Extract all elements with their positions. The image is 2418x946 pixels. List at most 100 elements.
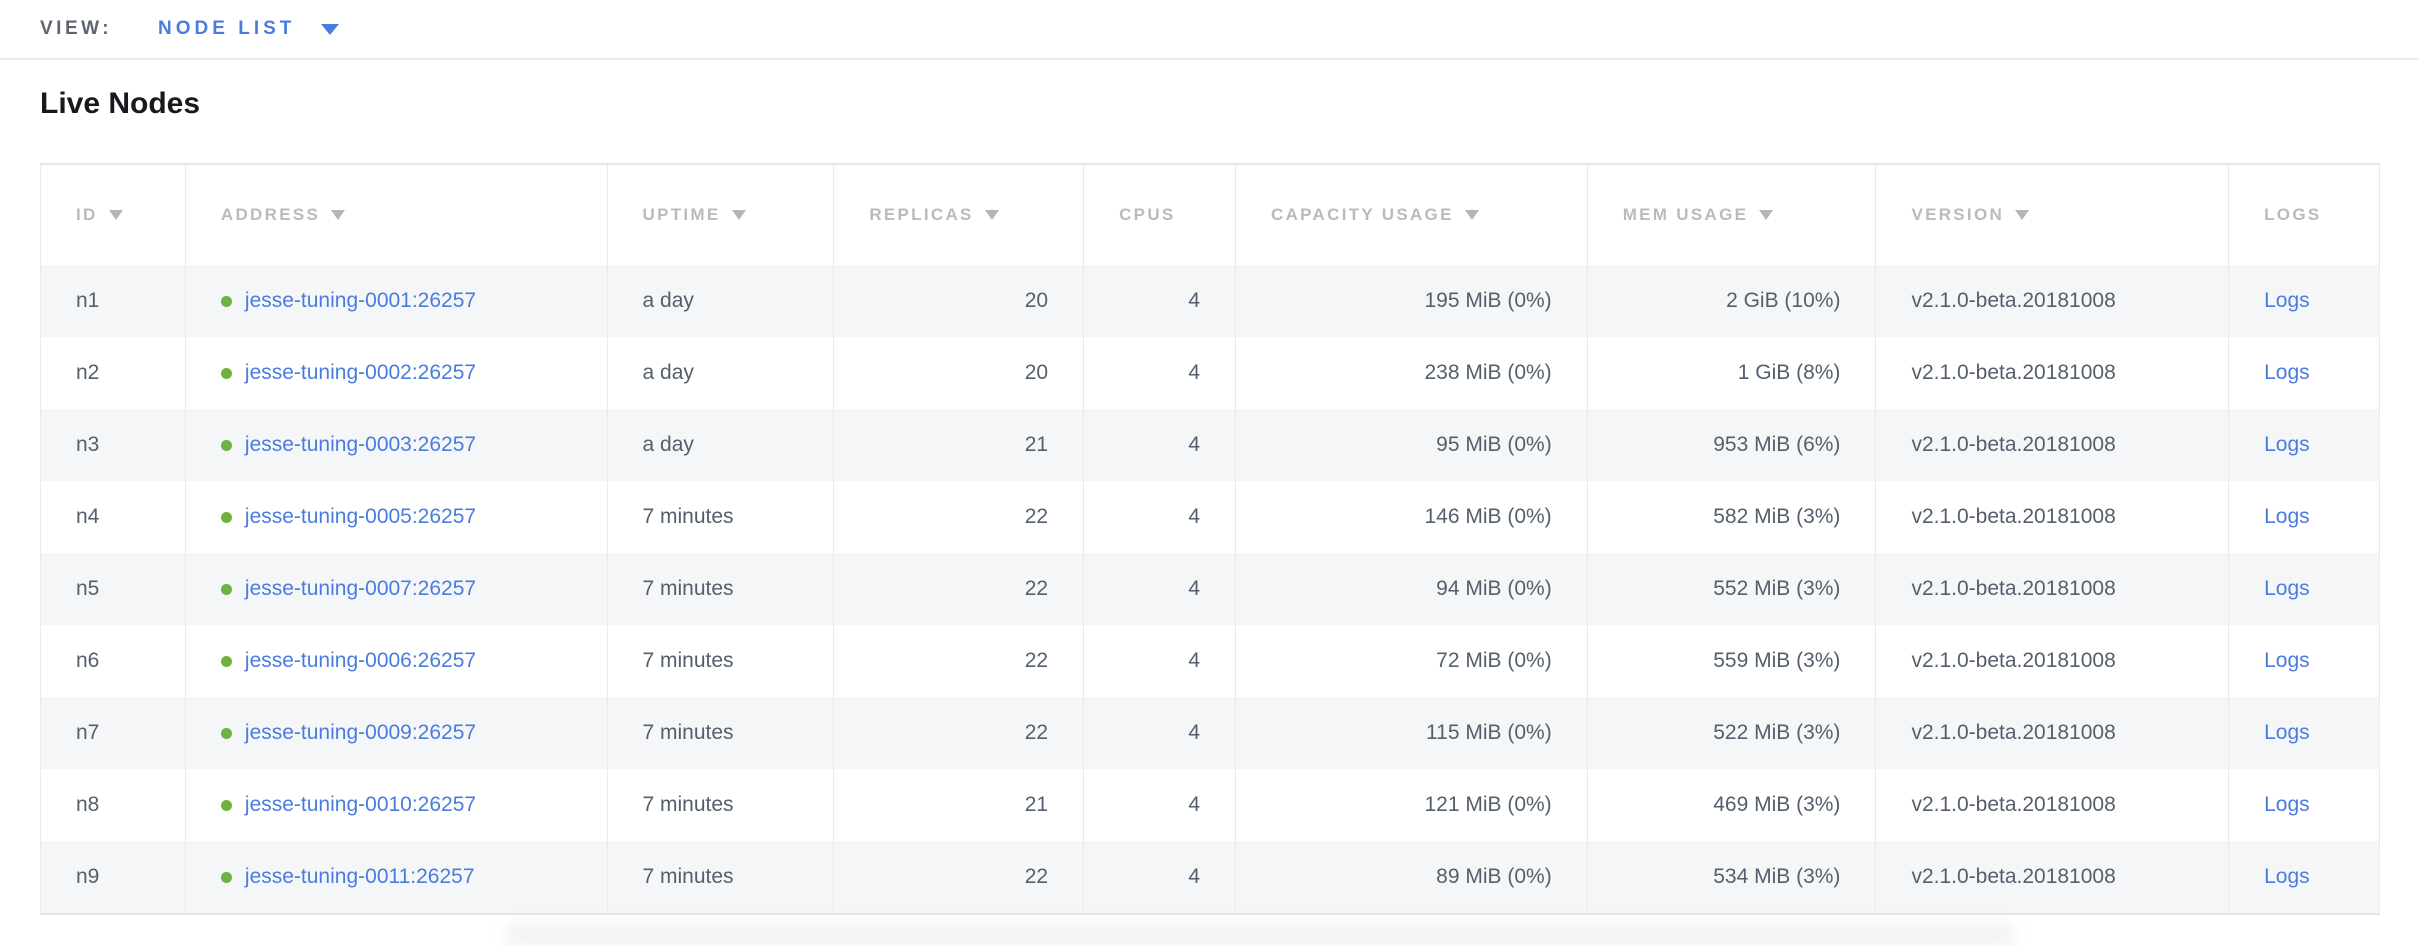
node-address-link[interactable]: jesse-tuning-0011:26257 xyxy=(244,865,475,888)
cell-uptime: 7 minutes xyxy=(608,841,835,913)
cell-id: n1 xyxy=(41,265,186,337)
cell-uptime: 7 minutes xyxy=(608,697,835,769)
node-address-link[interactable]: jesse-tuning-0002:26257 xyxy=(244,361,477,384)
table-row: n2 jesse-tuning-0002:26257 a day 20 4 238 MiB… xyxy=(41,337,2379,409)
column-header-version[interactable]: VERSION xyxy=(1876,165,2230,265)
cell-value-id: n9 xyxy=(76,865,100,888)
cell-value-cpus: 4 xyxy=(1188,649,1201,672)
cell-version: v2.1.0-beta.20181008 xyxy=(1876,265,2230,337)
cell-uptime: a day xyxy=(608,409,835,481)
cell-address: jesse-tuning-0001:26257 xyxy=(186,265,608,337)
column-header-label: ID xyxy=(76,205,98,224)
node-live-status-icon xyxy=(220,871,232,883)
cell-id: n2 xyxy=(41,337,186,409)
cell-mem_usage: 582 MiB (3%) xyxy=(1588,481,1877,553)
column-header-capacity_usage[interactable]: CAPACITY USAGE xyxy=(1236,165,1588,265)
cell-value-version: v2.1.0-beta.20181008 xyxy=(1911,289,2116,312)
node-live-status-icon xyxy=(220,655,232,667)
logs-link[interactable]: Logs xyxy=(2264,865,2310,888)
logs-link[interactable]: Logs xyxy=(2264,721,2310,744)
column-header-label: CPUS xyxy=(1119,205,1176,224)
cell-value-cpus: 4 xyxy=(1188,505,1201,528)
node-address-link[interactable]: jesse-tuning-0003:26257 xyxy=(244,433,477,456)
cell-value-cpus: 4 xyxy=(1188,721,1201,744)
cell-value-uptime: 7 minutes xyxy=(642,577,734,600)
cell-uptime: a day xyxy=(608,265,835,337)
cell-address: jesse-tuning-0007:26257 xyxy=(186,553,608,625)
cell-version: v2.1.0-beta.20181008 xyxy=(1876,409,2230,481)
cell-uptime: a day xyxy=(608,337,835,409)
cell-replicas: 22 xyxy=(834,625,1085,697)
cell-capacity_usage: 94 MiB (0%) xyxy=(1236,553,1588,625)
cell-value-capacity_usage: 95 MiB (0%) xyxy=(1436,433,1552,456)
column-header-label: REPLICAS xyxy=(869,205,974,224)
logs-link[interactable]: Logs xyxy=(2264,289,2310,312)
cell-value-mem_usage: 559 MiB (3%) xyxy=(1713,649,1841,672)
column-header-logs: LOGS xyxy=(2229,165,2379,265)
cell-value-version: v2.1.0-beta.20181008 xyxy=(1911,577,2116,600)
sort-desc-icon xyxy=(108,210,123,220)
view-selector-dropdown[interactable]: NODE LIST xyxy=(158,18,340,40)
column-header-uptime[interactable]: UPTIME xyxy=(608,165,835,265)
cell-value-mem_usage: 469 MiB (3%) xyxy=(1713,793,1841,816)
cell-address: jesse-tuning-0002:26257 xyxy=(186,337,608,409)
cell-version: v2.1.0-beta.20181008 xyxy=(1876,553,2230,625)
node-address-link[interactable]: jesse-tuning-0009:26257 xyxy=(244,721,477,744)
node-live-status-icon xyxy=(220,799,232,811)
cell-id: n3 xyxy=(41,409,186,481)
node-live-status-icon xyxy=(220,295,232,307)
column-header-mem_usage[interactable]: MEM USAGE xyxy=(1588,165,1877,265)
node-address-link[interactable]: jesse-tuning-0010:26257 xyxy=(244,793,477,816)
node-address-link[interactable]: jesse-tuning-0001:26257 xyxy=(244,289,477,312)
table-row: n5 jesse-tuning-0007:26257 7 minutes 22 4 94 … xyxy=(41,553,2379,625)
cell-value-replicas: 22 xyxy=(1024,649,1049,672)
sort-desc-icon xyxy=(731,210,746,220)
table-header-row: ID ADDRESS UPTIME REPLICAS CPUS CAPACITY USAG… xyxy=(41,165,2379,265)
cell-id: n8 xyxy=(41,769,186,841)
cell-cpus: 4 xyxy=(1084,841,1237,913)
table-row: n7 jesse-tuning-0009:26257 7 minutes 22 4 115… xyxy=(41,697,2379,769)
cell-uptime: 7 minutes xyxy=(608,625,835,697)
cell-value-capacity_usage: 115 MiB (0%) xyxy=(1426,721,1552,744)
table-row: n9 jesse-tuning-0011:26257 7 minutes 22 4 89 … xyxy=(41,841,2379,913)
cell-value-version: v2.1.0-beta.20181008 xyxy=(1911,361,2116,384)
chevron-down-icon xyxy=(321,23,340,35)
column-header-id[interactable]: ID xyxy=(41,165,186,265)
cell-replicas: 22 xyxy=(834,841,1085,913)
cell-value-mem_usage: 534 MiB (3%) xyxy=(1713,865,1841,888)
cell-logs: Logs xyxy=(2229,481,2379,553)
sort-desc-icon xyxy=(331,210,346,220)
cell-capacity_usage: 146 MiB (0%) xyxy=(1236,481,1588,553)
logs-link[interactable]: Logs xyxy=(2264,649,2310,672)
node-address-link[interactable]: jesse-tuning-0006:26257 xyxy=(244,649,477,672)
logs-link[interactable]: Logs xyxy=(2264,793,2310,816)
cell-cpus: 4 xyxy=(1084,481,1237,553)
cell-value-id: n5 xyxy=(76,577,100,600)
cell-value-mem_usage: 953 MiB (6%) xyxy=(1713,433,1841,456)
cell-id: n7 xyxy=(41,697,186,769)
cell-version: v2.1.0-beta.20181008 xyxy=(1876,841,2230,913)
cell-logs: Logs xyxy=(2229,697,2379,769)
logs-link[interactable]: Logs xyxy=(2264,433,2310,456)
cell-value-capacity_usage: 121 MiB (0%) xyxy=(1424,793,1552,816)
column-header-cpus: CPUS xyxy=(1084,165,1237,265)
cell-uptime: 7 minutes xyxy=(608,481,835,553)
cell-value-replicas: 21 xyxy=(1024,433,1049,456)
cell-value-uptime: 7 minutes xyxy=(642,721,734,744)
cell-value-mem_usage: 1 GiB (8%) xyxy=(1737,361,1841,384)
node-address-link[interactable]: jesse-tuning-0005:26257 xyxy=(244,505,477,528)
logs-link[interactable]: Logs xyxy=(2264,505,2310,528)
table-row: n1 jesse-tuning-0001:26257 a day 20 4 195 MiB… xyxy=(41,265,2379,337)
view-label: VIEW: xyxy=(40,18,113,39)
cell-address: jesse-tuning-0003:26257 xyxy=(186,409,608,481)
cell-mem_usage: 2 GiB (10%) xyxy=(1588,265,1877,337)
column-header-replicas[interactable]: REPLICAS xyxy=(834,165,1085,265)
logs-link[interactable]: Logs xyxy=(2264,577,2310,600)
live-nodes-table: ID ADDRESS UPTIME REPLICAS CPUS CAPACITY USAG… xyxy=(40,163,2380,915)
node-live-status-icon xyxy=(220,439,232,451)
column-header-address[interactable]: ADDRESS xyxy=(186,165,608,265)
table-row: n8 jesse-tuning-0010:26257 7 minutes 21 4 121… xyxy=(41,769,2379,841)
logs-link[interactable]: Logs xyxy=(2264,361,2310,384)
node-address-link[interactable]: jesse-tuning-0007:26257 xyxy=(244,577,477,600)
cell-mem_usage: 522 MiB (3%) xyxy=(1588,697,1877,769)
